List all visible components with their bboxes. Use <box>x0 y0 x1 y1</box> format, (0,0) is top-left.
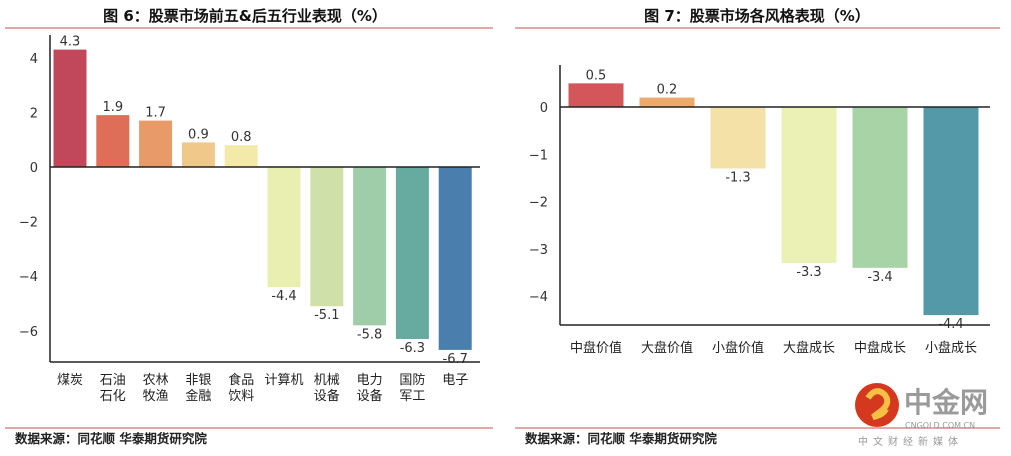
data-label: 0.2 <box>657 83 678 98</box>
bar-4 <box>781 107 837 264</box>
chart-1: 图 6：股票市场前五&后五行业表现（%） 4.3 煤炭 1.9 石油石化 1.7 农林牧渔 0… <box>5 7 493 446</box>
x-tick-label: 非银金融 <box>185 373 211 404</box>
data-label: 1.7 <box>145 106 166 121</box>
bar-1 <box>53 49 87 167</box>
y-tick-label: −1 <box>529 148 548 163</box>
bar-5 <box>852 107 908 268</box>
chart-2: 图 7：股票市场各风格表现（%） 0.5 中盘价值 0.2 大盘价值 -1.3 小盘价值 -3… <box>515 7 1000 446</box>
data-label: -5.1 <box>314 308 339 323</box>
bar-4 <box>181 142 215 167</box>
bar-3 <box>139 120 173 167</box>
x-tick-label: 计算机 <box>264 373 303 388</box>
source-note: 数据来源：同花顺 华泰期货研究院 <box>14 431 207 446</box>
x-tick-label: 大盘成长 <box>783 340 835 356</box>
x-tick-label: 小盘成长 <box>925 340 977 356</box>
bar-5 <box>224 145 258 167</box>
watermark-logo: 中金网 CNGOLD.COM.CN 中文财经新媒体 <box>855 383 988 448</box>
y-tick-label: −4 <box>529 290 548 305</box>
y-tick-label: 0 <box>540 101 548 116</box>
x-tick-label: 电力设备 <box>357 373 383 404</box>
x-tick-label: 机械设备 <box>314 373 340 404</box>
data-label: -6.7 <box>443 352 468 367</box>
y-tick-label: −3 <box>529 243 548 258</box>
chart-title: 图 6：股票市场前五&后五行业表现（%） <box>103 7 387 25</box>
bar-6 <box>923 107 979 316</box>
x-tick-label: 小盘价值 <box>712 340 764 356</box>
y-tick-label: −2 <box>19 216 38 231</box>
bar-7 <box>310 167 344 307</box>
chart-title: 图 7：股票市场各风格表现（%） <box>644 7 870 25</box>
logo-swirl-icon <box>865 388 891 420</box>
bar-2 <box>639 97 695 107</box>
data-label: 4.3 <box>60 35 81 50</box>
y-tick-label: 0 <box>30 161 38 176</box>
bar-9 <box>395 167 429 339</box>
x-tick-label: 农林牧渔 <box>143 373 169 404</box>
bar-3 <box>710 107 766 169</box>
source-note: 数据来源：同花顺 华泰期货研究院 <box>524 431 717 446</box>
data-label: -3.4 <box>867 270 892 285</box>
data-label: -6.3 <box>400 341 425 356</box>
y-tick-label: −2 <box>529 196 548 211</box>
x-tick-label: 电子 <box>442 373 468 388</box>
data-label: -5.8 <box>357 327 382 342</box>
data-label: 1.9 <box>102 100 123 115</box>
bar-8 <box>353 167 387 326</box>
x-tick-label: 中盘成长 <box>854 340 906 356</box>
data-label: 0.8 <box>231 130 252 145</box>
data-label: -3.3 <box>796 265 821 280</box>
x-tick-label: 食品饮料 <box>228 372 254 404</box>
y-tick-label: 2 <box>30 106 38 121</box>
bar-2 <box>96 115 130 167</box>
x-tick-label: 中盘价值 <box>570 340 622 356</box>
bar-10 <box>438 167 472 350</box>
data-label: -1.3 <box>725 170 750 185</box>
x-tick-label: 石油石化 <box>100 373 126 404</box>
y-tick-label: 4 <box>30 52 38 67</box>
data-label: 0.9 <box>188 127 209 142</box>
data-label: 0.5 <box>586 68 607 83</box>
bar-6 <box>267 167 301 288</box>
logo-slogan: 中文财经新媒体 <box>858 435 963 448</box>
x-tick-label: 大盘价值 <box>641 340 693 356</box>
logo-circle-icon <box>855 383 899 427</box>
y-tick-label: −6 <box>19 325 38 340</box>
x-tick-label: 国防军工 <box>399 372 425 404</box>
bar-1 <box>568 83 624 107</box>
logo-name: 中金网 <box>904 386 988 419</box>
logo-domain: CNGOLD.COM.CN <box>905 421 975 430</box>
x-tick-label: 煤炭 <box>57 373 83 388</box>
data-label: -4.4 <box>271 289 296 304</box>
y-tick-label: −4 <box>19 270 38 285</box>
